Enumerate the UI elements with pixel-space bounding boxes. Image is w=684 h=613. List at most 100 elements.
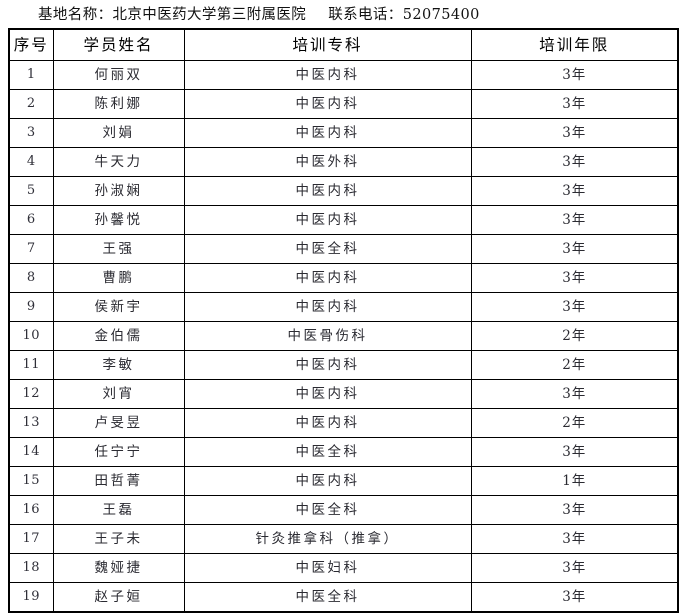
cell-name: 王子未	[52, 524, 185, 554]
table-row: 3 刘娟 中医内科 3年	[8, 118, 679, 148]
table-row: 13 卢旻昱 中医内科 2年	[8, 408, 679, 438]
cell-index: 19	[8, 582, 54, 613]
cell-index: 2	[8, 89, 54, 119]
cell-index: 7	[8, 234, 54, 264]
cell-index: 10	[8, 321, 54, 351]
table-row: 2 陈利娜 中医内科 3年	[8, 89, 679, 119]
cell-index: 18	[8, 553, 54, 583]
cell-years: 3年	[470, 553, 679, 583]
cell-name: 李敏	[52, 350, 185, 380]
table-header-row: 序号 学员姓名 培训专科 培训年限	[8, 28, 679, 61]
table-row: 18 魏娅捷 中医妇科 3年	[8, 553, 679, 583]
cell-years: 3年	[470, 234, 679, 264]
cell-years: 3年	[470, 379, 679, 409]
cell-specialty: 中医全科	[183, 234, 472, 264]
cell-specialty: 中医全科	[183, 582, 472, 613]
cell-years: 3年	[470, 292, 679, 322]
cell-name: 何丽双	[52, 60, 185, 90]
cell-index: 17	[8, 524, 54, 554]
cell-index: 9	[8, 292, 54, 322]
cell-index: 4	[8, 147, 54, 177]
cell-specialty: 中医内科	[183, 379, 472, 409]
cell-years: 3年	[470, 89, 679, 119]
cell-years: 3年	[470, 118, 679, 148]
document-header: 基地名称：北京中医药大学第三附属医院 联系电话：52075400	[0, 0, 684, 26]
cell-years: 3年	[470, 495, 679, 525]
cell-name: 陈利娜	[52, 89, 185, 119]
trainee-roster-table: 序号 学员姓名 培训专科 培训年限 1 何丽双 中医内科 3年 2 陈利娜 中医内科 3年 3 刘…	[8, 28, 679, 613]
column-header-specialty: 培训专科	[183, 28, 472, 61]
table-row: 9 侯新宇 中医内科 3年	[8, 292, 679, 322]
table-row: 15 田哲菁 中医内科 1年	[8, 466, 679, 496]
cell-index: 8	[8, 263, 54, 293]
table-row: 8 曹鹏 中医内科 3年	[8, 263, 679, 293]
cell-years: 3年	[470, 205, 679, 235]
cell-specialty: 中医内科	[183, 466, 472, 496]
table-row: 14 任宁宁 中医全科 3年	[8, 437, 679, 467]
cell-years: 3年	[470, 582, 679, 613]
trainee-roster-table-container: 序号 学员姓名 培训专科 培训年限 1 何丽双 中医内科 3年 2 陈利娜 中医内科 3年 3 刘…	[8, 28, 679, 613]
cell-name: 王强	[52, 234, 185, 264]
cell-years: 3年	[470, 437, 679, 467]
cell-name: 田哲菁	[52, 466, 185, 496]
table-row: 12 刘宵 中医内科 3年	[8, 379, 679, 409]
cell-specialty: 中医内科	[183, 89, 472, 119]
base-name-label: 基地名称：北京中医药大学第三附属医院	[38, 6, 307, 23]
cell-name: 牛天力	[52, 147, 185, 177]
cell-specialty: 中医骨伤科	[183, 321, 472, 351]
cell-name: 刘宵	[52, 379, 185, 409]
cell-name: 孙馨悦	[52, 205, 185, 235]
contact-phone-label: 联系电话：52075400	[328, 6, 480, 23]
table-row: 17 王子未 针灸推拿科（推拿） 3年	[8, 524, 679, 554]
cell-years: 2年	[470, 321, 679, 351]
cell-name: 侯新宇	[52, 292, 185, 322]
cell-specialty: 中医内科	[183, 205, 472, 235]
cell-index: 5	[8, 176, 54, 206]
cell-index: 1	[8, 60, 54, 90]
cell-specialty: 中医内科	[183, 292, 472, 322]
cell-years: 3年	[470, 176, 679, 206]
cell-index: 15	[8, 466, 54, 496]
table-row: 10 金伯儒 中医骨伤科 2年	[8, 321, 679, 351]
table-header-row-group: 序号 学员姓名 培训专科 培训年限	[8, 28, 679, 61]
column-header-name: 学员姓名	[52, 28, 185, 61]
cell-name: 刘娟	[52, 118, 185, 148]
table-row: 4 牛天力 中医外科 3年	[8, 147, 679, 177]
cell-years: 2年	[470, 408, 679, 438]
cell-name: 卢旻昱	[52, 408, 185, 438]
cell-years: 2年	[470, 350, 679, 380]
cell-name: 赵子姮	[52, 582, 185, 613]
cell-specialty: 针灸推拿科（推拿）	[183, 524, 472, 554]
cell-index: 3	[8, 118, 54, 148]
table-row: 5 孙淑娴 中医内科 3年	[8, 176, 679, 206]
cell-index: 14	[8, 437, 54, 467]
cell-specialty: 中医内科	[183, 118, 472, 148]
cell-years: 3年	[470, 524, 679, 554]
cell-years: 1年	[470, 466, 679, 496]
cell-name: 孙淑娴	[52, 176, 185, 206]
column-header-years: 培训年限	[470, 28, 679, 61]
cell-specialty: 中医内科	[183, 176, 472, 206]
cell-name: 王磊	[52, 495, 185, 525]
cell-index: 12	[8, 379, 54, 409]
table-row: 1 何丽双 中医内科 3年	[8, 60, 679, 90]
cell-index: 6	[8, 205, 54, 235]
cell-name: 任宁宁	[52, 437, 185, 467]
table-row: 7 王强 中医全科 3年	[8, 234, 679, 264]
cell-years: 3年	[470, 147, 679, 177]
table-row: 6 孙馨悦 中医内科 3年	[8, 205, 679, 235]
cell-specialty: 中医内科	[183, 408, 472, 438]
table-body: 1 何丽双 中医内科 3年 2 陈利娜 中医内科 3年 3 刘娟 中医内科 3年 4 牛天力 中医外科 3年 5…	[8, 60, 679, 613]
cell-specialty: 中医全科	[183, 437, 472, 467]
cell-index: 16	[8, 495, 54, 525]
cell-specialty: 中医内科	[183, 60, 472, 90]
column-header-index: 序号	[8, 28, 54, 61]
table-row: 19 赵子姮 中医全科 3年	[8, 582, 679, 613]
cell-specialty: 中医内科	[183, 350, 472, 380]
table-row: 11 李敏 中医内科 2年	[8, 350, 679, 380]
cell-years: 3年	[470, 263, 679, 293]
cell-specialty: 中医全科	[183, 495, 472, 525]
cell-specialty: 中医妇科	[183, 553, 472, 583]
cell-specialty: 中医内科	[183, 263, 472, 293]
